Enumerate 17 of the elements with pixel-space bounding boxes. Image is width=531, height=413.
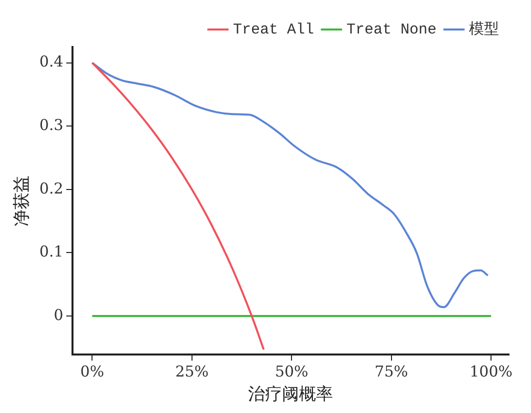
y-axis-title: 净获益 [12,175,31,226]
line-series [91,62,265,351]
x-tick-label: 25% [175,362,209,380]
x-axis-title: 治疗阈概率 [248,384,334,404]
x-tick-label: 100% [470,362,512,380]
legend-label: 模型 [469,20,499,38]
y-tick-label: 0.3 [39,116,64,134]
y-tick-label: 0.1 [39,242,64,261]
legend-label: Treat All [232,21,314,38]
y-tick-label: 0 [54,306,64,324]
legend-label: Treat None [346,21,436,38]
y-tick-label: 0.4 [39,52,64,71]
x-tick-label: 50% [274,362,308,380]
x-tick-label: 75% [374,362,408,380]
line-series [91,62,489,308]
x-tick-label: 0% [80,362,104,380]
y-tick-label: 0.2 [39,179,64,198]
